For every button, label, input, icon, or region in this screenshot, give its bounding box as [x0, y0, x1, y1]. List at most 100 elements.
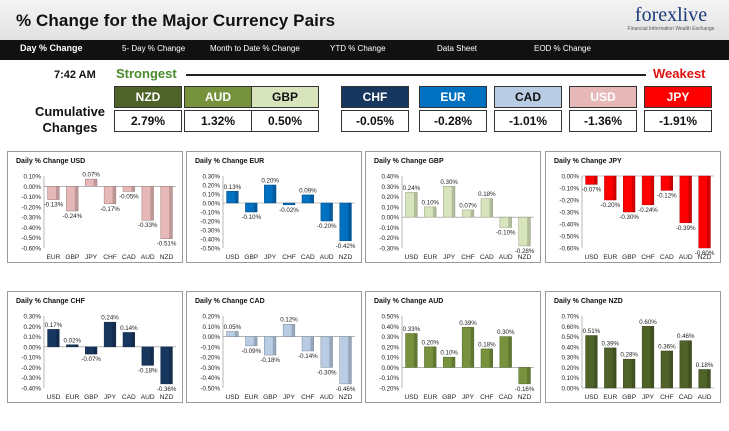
currency-value-jpy: -1.91%	[644, 110, 712, 132]
y-tick-label: 0.30%	[381, 334, 399, 341]
bar-shade	[74, 344, 79, 347]
bar-value-label: 0.46%	[677, 333, 695, 340]
bar-value-label: 0.60%	[639, 319, 657, 326]
bar-shade	[112, 186, 116, 204]
y-tick-label: -0.50%	[559, 234, 579, 241]
y-tick-label: 0.70%	[561, 314, 579, 321]
x-tick-label: USD	[404, 394, 418, 401]
y-tick-label: -0.10%	[200, 210, 220, 217]
x-tick-label: NZD	[339, 394, 353, 401]
tab-ytd-change[interactable]: YTD % Change	[330, 44, 386, 53]
currency-code-jpy: JPY	[644, 86, 712, 108]
bar-value-label: 0.28%	[620, 352, 638, 359]
y-tick-label: 0.00%	[202, 201, 220, 208]
forexlive-logo[interactable]: forexlive Financial Information Wealth E…	[622, 4, 720, 36]
bar-shade	[329, 336, 333, 368]
currency-value-eur: -0.28%	[419, 110, 487, 132]
bar-shade	[594, 335, 598, 388]
bar-value-label: -0.39%	[676, 225, 696, 232]
x-tick-label: JPY	[85, 254, 98, 261]
y-tick-label: -0.10%	[21, 194, 41, 201]
y-tick-label: -0.10%	[379, 375, 399, 382]
x-tick-label: EUR	[244, 394, 258, 401]
bar-shade	[432, 346, 437, 368]
bar-value-label: 0.13%	[224, 184, 242, 191]
bar-eur	[245, 336, 258, 347]
y-tick-label: -0.20%	[200, 219, 220, 226]
x-tick-label: EUR	[423, 394, 437, 401]
currency-code-nzd: NZD	[114, 86, 182, 108]
x-tick-label: CHF	[301, 394, 315, 401]
x-tick-label: EUR	[603, 394, 617, 401]
bar-shade	[451, 357, 455, 368]
nav-bar: Day % Change 5- Day % Change Month to Da…	[0, 40, 729, 60]
bar-value-label: 0.17%	[45, 322, 63, 329]
bar-value-label: -0.10%	[241, 214, 261, 221]
bar-value-label: -0.46%	[336, 386, 356, 393]
chart-panel: Daily % Change GBP 0.40% 0.30% 0.20% 0.10% 0.…	[365, 151, 541, 263]
x-tick-label: AUD	[320, 394, 334, 401]
tab-month-to-date-change[interactable]: Month to Date % Change	[210, 44, 300, 53]
bar-value-label: -0.20%	[317, 223, 337, 230]
y-tick-label: 0.10%	[23, 174, 41, 181]
bar-value-label: -0.42%	[336, 243, 356, 250]
y-tick-label: -0.30%	[200, 365, 220, 372]
x-tick-label: JPY	[104, 394, 117, 401]
tab-eod-change[interactable]: EOD % Change	[534, 44, 591, 53]
bar-value-label: 0.14%	[120, 325, 138, 332]
bar-value-label: 0.33%	[403, 326, 421, 333]
logo-text: forexlive	[634, 4, 708, 26]
x-tick-label: GBP	[622, 254, 637, 261]
x-tick-label: CAD	[122, 254, 136, 261]
chart-title: Daily % Change USD	[16, 158, 86, 165]
tab-data-sheet[interactable]: Data Sheet	[437, 44, 478, 53]
x-tick-label: JPY	[264, 254, 277, 261]
y-tick-label: 0.00%	[23, 184, 41, 191]
chart-title: Daily % Change EUR	[195, 158, 265, 165]
chart-plot: 0.00% -0.10% -0.20% -0.30% -0.40% -0.50% -0.60…	[559, 174, 714, 262]
y-tick-label: -0.20%	[21, 365, 41, 372]
y-tick-label: -0.40%	[200, 375, 220, 382]
bar-value-label: 0.39%	[602, 340, 620, 347]
x-tick-label: EUR	[46, 254, 60, 261]
currency-value-usd: -1.36%	[569, 110, 637, 132]
x-tick-label: USD	[584, 254, 598, 261]
bar-value-label: -0.12%	[657, 192, 677, 199]
bar-value-label: -0.28%	[515, 248, 535, 255]
bar-value-label: 0.18%	[478, 341, 496, 348]
chart-panel: Daily % Change JPY 0.00% -0.10% -0.20% -0.30…	[545, 151, 721, 263]
bar-eur	[424, 206, 437, 218]
bar-shade	[612, 176, 617, 200]
bar-cad	[660, 175, 673, 191]
chart-panel: Daily % Change USD 0.10% 0.00% -0.10% -0.20%…	[7, 151, 183, 263]
x-tick-label: NZD	[160, 394, 174, 401]
bar-value-label: 0.07%	[82, 172, 100, 179]
currency-value-gbp: 0.50%	[251, 110, 319, 132]
bar-chf	[461, 209, 475, 218]
y-tick-label: 0.10%	[202, 324, 220, 331]
bar-shade	[669, 350, 673, 388]
tab-day-change[interactable]: Day % Change	[20, 43, 83, 53]
bar-shade	[169, 186, 173, 239]
y-tick-label: 0.40%	[561, 344, 579, 351]
bar-shade	[414, 192, 418, 218]
x-tick-label: EUR	[603, 254, 617, 261]
bar-shade	[93, 179, 97, 187]
bar-shade	[650, 326, 654, 388]
bar-value-label: 0.10%	[440, 350, 458, 357]
bar-shade	[150, 186, 154, 221]
bar-shade	[272, 185, 276, 203]
x-tick-label: NZD	[160, 254, 174, 261]
y-tick-label: -0.20%	[379, 235, 399, 242]
tab-5-day-change[interactable]: 5- Day % Change	[122, 44, 186, 53]
x-tick-label: CHF	[103, 254, 117, 261]
bar-usd	[585, 175, 598, 185]
bar-value-label: -0.17%	[100, 206, 120, 213]
y-tick-label: -0.30%	[379, 246, 399, 253]
y-tick-label: -0.40%	[200, 237, 220, 244]
x-tick-label: JPY	[462, 394, 475, 401]
y-tick-label: -0.20%	[379, 386, 399, 393]
bar-value-label: -0.13%	[44, 202, 64, 209]
header-bar: % Change for the Major Currency Pairs fo…	[0, 0, 729, 41]
bar-value-label: 0.20%	[261, 178, 279, 185]
